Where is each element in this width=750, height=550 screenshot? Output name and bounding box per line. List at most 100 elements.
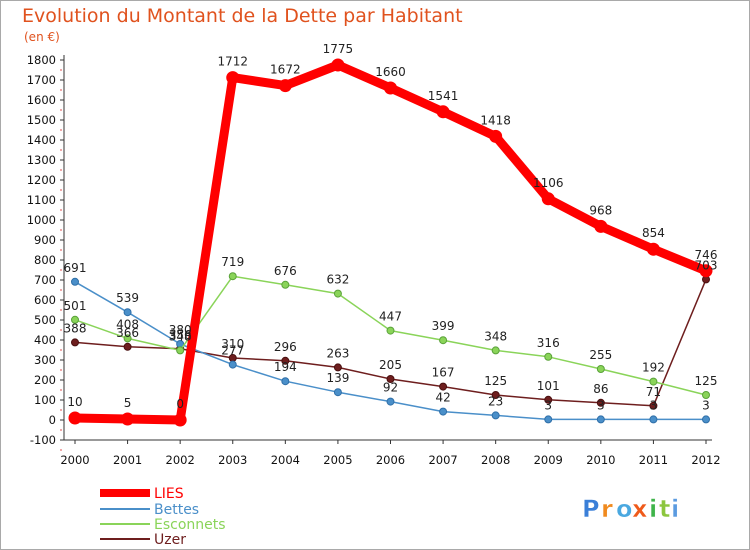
data-point-uzer [386,375,395,383]
logo-letter: i [671,495,679,523]
x-tick-label: 2006 [376,453,405,467]
data-point-lies [646,242,660,256]
logo-letter: r [601,495,613,523]
x-tick-label: 2001 [113,453,142,467]
data-point-esconnets [228,272,237,281]
x-tick-label: 2012 [691,453,720,467]
data-point-lies [594,219,608,233]
data-label-uzer: 703 [695,258,718,272]
logo-letter: P [582,495,600,523]
x-tick-label: 2004 [271,453,300,467]
data-label-bettes: 92 [383,381,398,395]
data-label-bettes: 3 [544,398,552,412]
y-tick-label: 700 [34,273,56,287]
y-tick-label: 200 [34,373,56,387]
x-tick-label: 2000 [60,453,89,467]
data-point-bettes [491,411,500,420]
y-tick-label: 600 [34,293,56,307]
data-label-esconnets: 348 [484,329,507,343]
logo-letter: t [659,495,670,523]
x-tick-label: 2005 [323,453,352,467]
data-point-lies [173,413,187,427]
data-label-lies: 968 [589,203,612,217]
x-tick-label: 2011 [639,453,668,467]
chart-title: Evolution du Montant de la Dette par Hab… [22,5,463,27]
x-tick-label: 2002 [166,453,195,467]
data-label-uzer: 71 [646,385,661,399]
data-label-lies: 0 [176,397,184,411]
data-point-lies [68,411,82,425]
data-point-lies [489,129,503,143]
data-label-esconnets: 676 [274,264,297,278]
data-label-esconnets: 447 [379,310,402,324]
y-tick-label: 500 [34,313,56,327]
data-point-bettes [596,415,605,424]
data-point-bettes [544,415,553,424]
data-point-uzer [544,395,553,404]
data-point-esconnets [176,346,185,355]
y-tick-label: 900 [34,233,56,247]
data-label-uzer: 167 [432,366,455,380]
data-label-bettes: 23 [488,394,503,408]
data-point-bettes [281,377,290,386]
data-label-lies: 1106 [533,176,564,190]
legend-label-uzer: Uzer [154,532,186,548]
data-label-esconnets: 399 [432,319,455,333]
data-label-esconnets: 719 [221,255,244,269]
y-tick-label: 1500 [27,113,56,127]
data-label-bettes: 3 [702,398,710,412]
data-point-bettes [702,415,710,424]
data-point-lies [699,264,713,278]
data-label-bettes: 139 [326,371,349,385]
data-point-esconnets [702,391,710,399]
data-label-uzer: 86 [593,382,608,396]
data-point-lies [121,412,135,426]
data-label-bettes: 194 [274,360,297,374]
series-layer [68,58,713,427]
y-tick-label: 1300 [27,153,56,167]
data-label-lies: 1418 [480,113,511,127]
data-label-uzer: 125 [484,374,507,388]
data-label-esconnets: 255 [589,348,612,362]
data-label-esconnets: 316 [537,336,560,350]
data-label-lies: 10 [67,395,82,409]
data-point-uzer [333,363,342,372]
data-point-uzer [649,401,658,410]
data-label-lies: 854 [642,226,665,240]
x-tick-label: 2007 [428,453,457,467]
data-label-bettes: 277 [221,344,244,358]
data-point-bettes [123,308,132,317]
data-point-esconnets [71,315,79,324]
y-tick-label: 300 [34,353,56,367]
legend-label-esconnets: Esconnets [154,517,226,533]
data-label-lies: 1660 [375,65,406,79]
legend-label-bettes: Bettes [154,502,199,518]
data-point-uzer [596,398,605,407]
data-point-esconnets [281,280,290,289]
data-point-bettes [439,407,448,416]
y-tick-label: 400 [34,333,56,347]
data-point-lies [331,58,345,72]
data-point-lies [384,81,397,95]
data-label-uzer: 388 [64,321,87,335]
data-label-bettes: 42 [435,391,450,405]
data-point-uzer [281,356,290,365]
data-label-esconnets: 125 [695,374,718,388]
data-label-bettes: 539 [116,291,139,305]
data-point-lies [541,192,555,206]
data-point-bettes [228,360,237,369]
data-label-uzer: 296 [274,340,297,354]
data-point-bettes [71,277,79,286]
data-label-bettes: 3 [597,398,605,412]
data-label-esconnets: 348 [169,329,192,343]
data-point-esconnets [596,365,605,373]
y-tick-label: 0 [49,413,56,427]
data-label-esconnets: 408 [116,317,139,331]
y-tick-label: 800 [34,253,56,267]
y-tick-label: 1200 [27,173,56,187]
data-label-uzer: 356 [169,328,192,342]
